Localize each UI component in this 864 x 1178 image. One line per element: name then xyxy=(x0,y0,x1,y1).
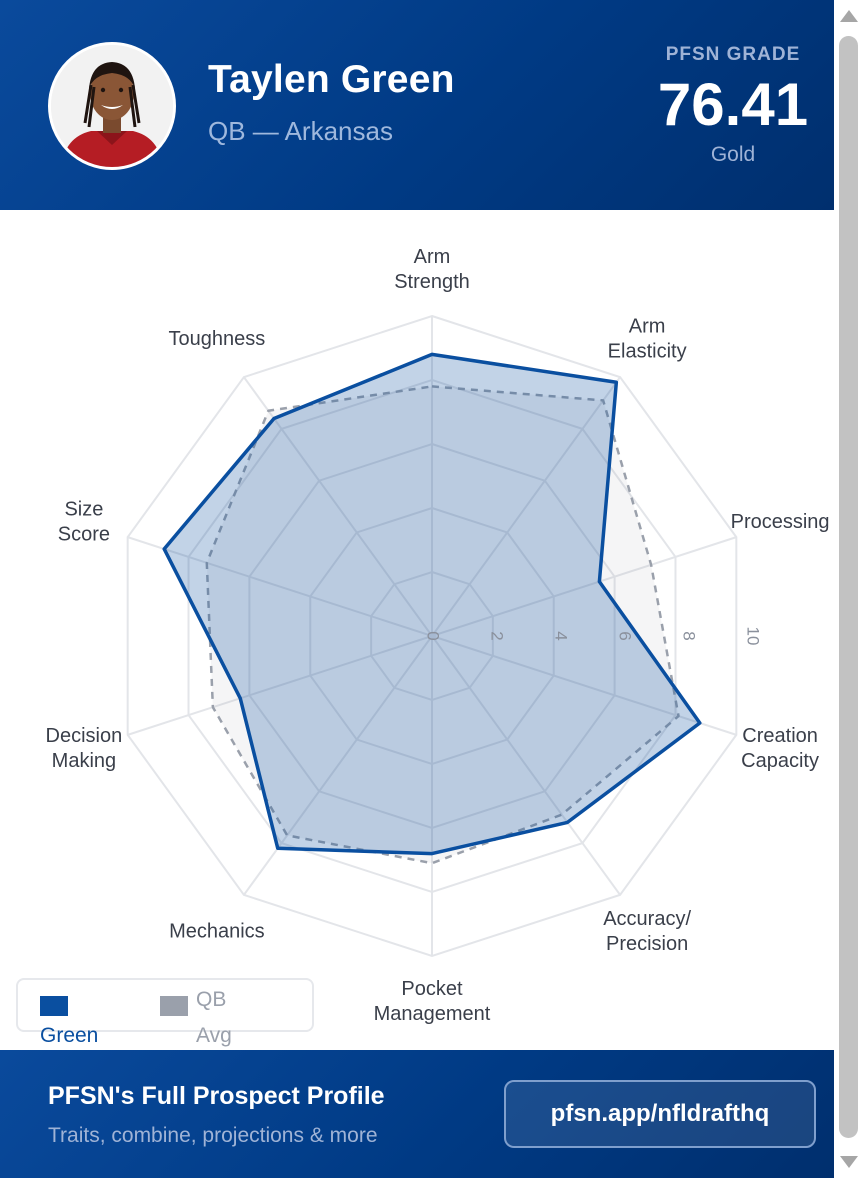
axis-label: Score xyxy=(58,524,110,546)
axis-label: Creation xyxy=(742,725,818,747)
footer-subtitle: Traits, combine, projections & more xyxy=(48,1124,378,1147)
scroll-up-arrow-icon[interactable] xyxy=(840,10,858,22)
footer-title: PFSN's Full Prospect Profile xyxy=(48,1082,385,1110)
grid-spoke xyxy=(243,635,433,896)
legend-swatch-qb-avg xyxy=(160,996,188,1016)
axis-label: Precision xyxy=(606,933,688,955)
chart-legend: Green QB Avg xyxy=(16,978,314,1047)
legend-swatch-green xyxy=(40,996,68,1016)
axis-label: Elasticity xyxy=(608,341,687,363)
axis-label: Management xyxy=(374,1003,491,1025)
axis-label: Pocket xyxy=(401,978,463,1000)
axis-label: Size xyxy=(64,499,103,521)
axis-label: Strength xyxy=(394,271,470,293)
axis-label: Arm xyxy=(629,316,666,338)
tick-label: 8 xyxy=(680,631,699,640)
player-position-school: QB — Arkansas xyxy=(208,116,393,146)
vertical-scrollbar[interactable] xyxy=(834,0,864,1178)
grid-spoke xyxy=(431,635,621,896)
tick-label: 10 xyxy=(744,627,763,646)
grid-spoke xyxy=(431,376,621,637)
player-photo xyxy=(51,45,173,167)
axis-label: Decision xyxy=(46,725,123,747)
tick-label: 2 xyxy=(488,631,507,640)
grade-value: 76.41 xyxy=(657,71,809,138)
grade-tier: Gold xyxy=(710,143,756,166)
axis-label: Processing xyxy=(731,511,830,533)
scroll-down-arrow-icon[interactable] xyxy=(840,1156,858,1168)
series-green-area xyxy=(162,352,702,856)
tick-label: 4 xyxy=(552,631,571,640)
series-qb-avg-area xyxy=(205,385,680,865)
player-avatar xyxy=(48,42,176,170)
legend-label-qb-avg: QB Avg xyxy=(196,988,232,1047)
axis-label: Mechanics xyxy=(169,920,265,942)
tick-label: 6 xyxy=(616,631,635,640)
axis-label: Making xyxy=(52,750,116,772)
axis-label: Arm xyxy=(414,246,451,268)
promo-footer: PFSN's Full Prospect Profile Traits, com… xyxy=(0,1050,834,1178)
player-name: Taylen Green xyxy=(208,58,455,101)
legend-label-green: Green xyxy=(40,1024,99,1047)
prospect-card: Taylen Green QB — Arkansas PFSN GRADE 76… xyxy=(0,0,834,1178)
profile-link-button[interactable]: pfsn.app/nfldrafthq xyxy=(504,1080,816,1148)
radar-chart: 0 2 4 6 8 10 Arm Strength Arm Elasticity Processin… xyxy=(46,246,830,1025)
axis-label: Toughness xyxy=(168,328,265,350)
scroll-thumb[interactable] xyxy=(839,36,858,1138)
axis-label: Capacity xyxy=(741,750,819,772)
grid-spoke xyxy=(127,635,433,736)
grid-spoke xyxy=(431,536,737,637)
grid-spoke xyxy=(431,635,737,736)
grid-spoke xyxy=(243,376,433,637)
axis-label: Accuracy/ xyxy=(603,908,691,930)
profile-header: Taylen Green QB — Arkansas PFSN GRADE 76… xyxy=(0,0,834,210)
tick-label: 0 xyxy=(424,631,443,640)
grid-spoke xyxy=(127,536,433,637)
grade-label: PFSN GRADE xyxy=(665,44,801,65)
